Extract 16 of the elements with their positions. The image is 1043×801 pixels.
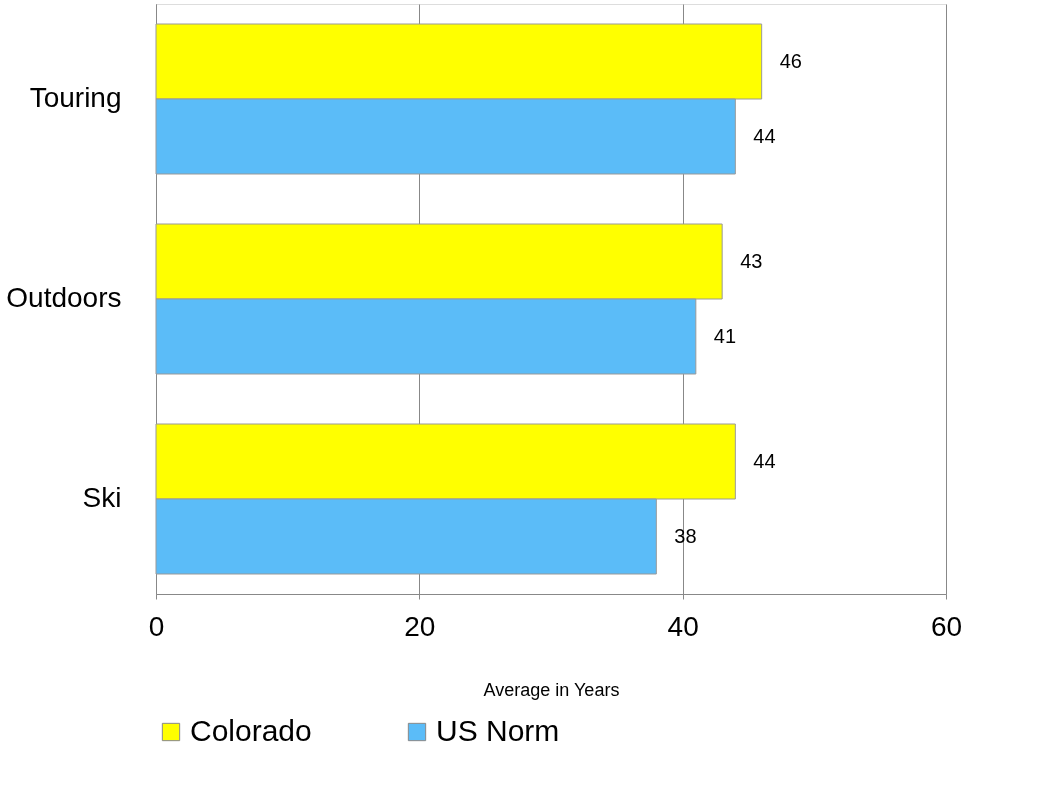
x-tick-label: 20 xyxy=(404,610,436,642)
data-label: 41 xyxy=(713,324,737,347)
y-tick-label: Outdoors xyxy=(6,282,122,313)
y-tick-label: Touring xyxy=(29,82,122,113)
legend-label: US Norm xyxy=(436,714,560,747)
data-label: 38 xyxy=(674,524,697,547)
legend-label: Colorado xyxy=(190,714,312,747)
x-tick-label: 60 xyxy=(930,610,963,642)
x-tick-label: 0 xyxy=(148,610,165,642)
y-tick-label: Ski xyxy=(82,482,122,513)
x-tick-label: 40 xyxy=(667,610,699,642)
data-label: 43 xyxy=(740,249,763,272)
data-label: 46 xyxy=(779,49,802,72)
x-axis-title: Average in Years xyxy=(483,679,620,700)
data-label: 44 xyxy=(753,124,776,147)
data-label: 44 xyxy=(753,449,776,472)
